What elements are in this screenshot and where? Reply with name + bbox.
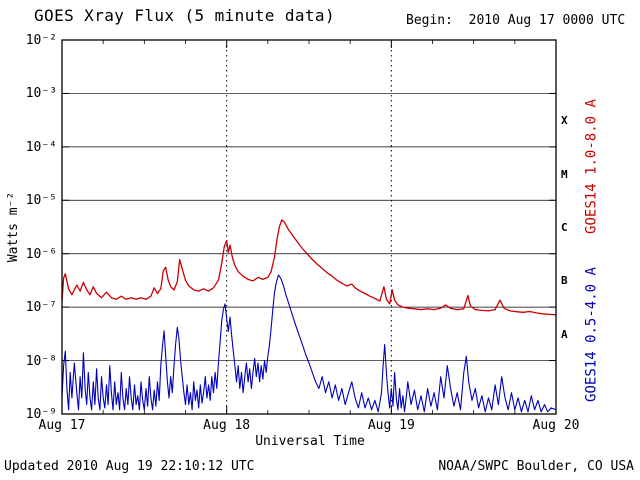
series-label-short-channel: GOES14 0.5-4.0 A (583, 267, 600, 402)
updated-timestamp: Updated 2010 Aug 19 22:10:12 UTC (4, 459, 255, 474)
series-goes14-1.0-8.0-a (61, 219, 557, 316)
y-axis-title: Watts m⁻² (6, 191, 21, 263)
source-credit: NOAA/SWPC Boulder, CO USA (438, 459, 634, 474)
series-goes14-0.5-4.0-a (61, 274, 557, 413)
begin-time-label: Begin: 2010 Aug 17 0000 UTC (406, 13, 626, 28)
chart-title: GOES Xray Flux (5 minute data) (34, 6, 335, 25)
plot-border (61, 39, 557, 415)
x-axis-title: Universal Time (255, 434, 365, 449)
series-label-long-channel: GOES14 1.0-8.0 A (583, 99, 600, 234)
